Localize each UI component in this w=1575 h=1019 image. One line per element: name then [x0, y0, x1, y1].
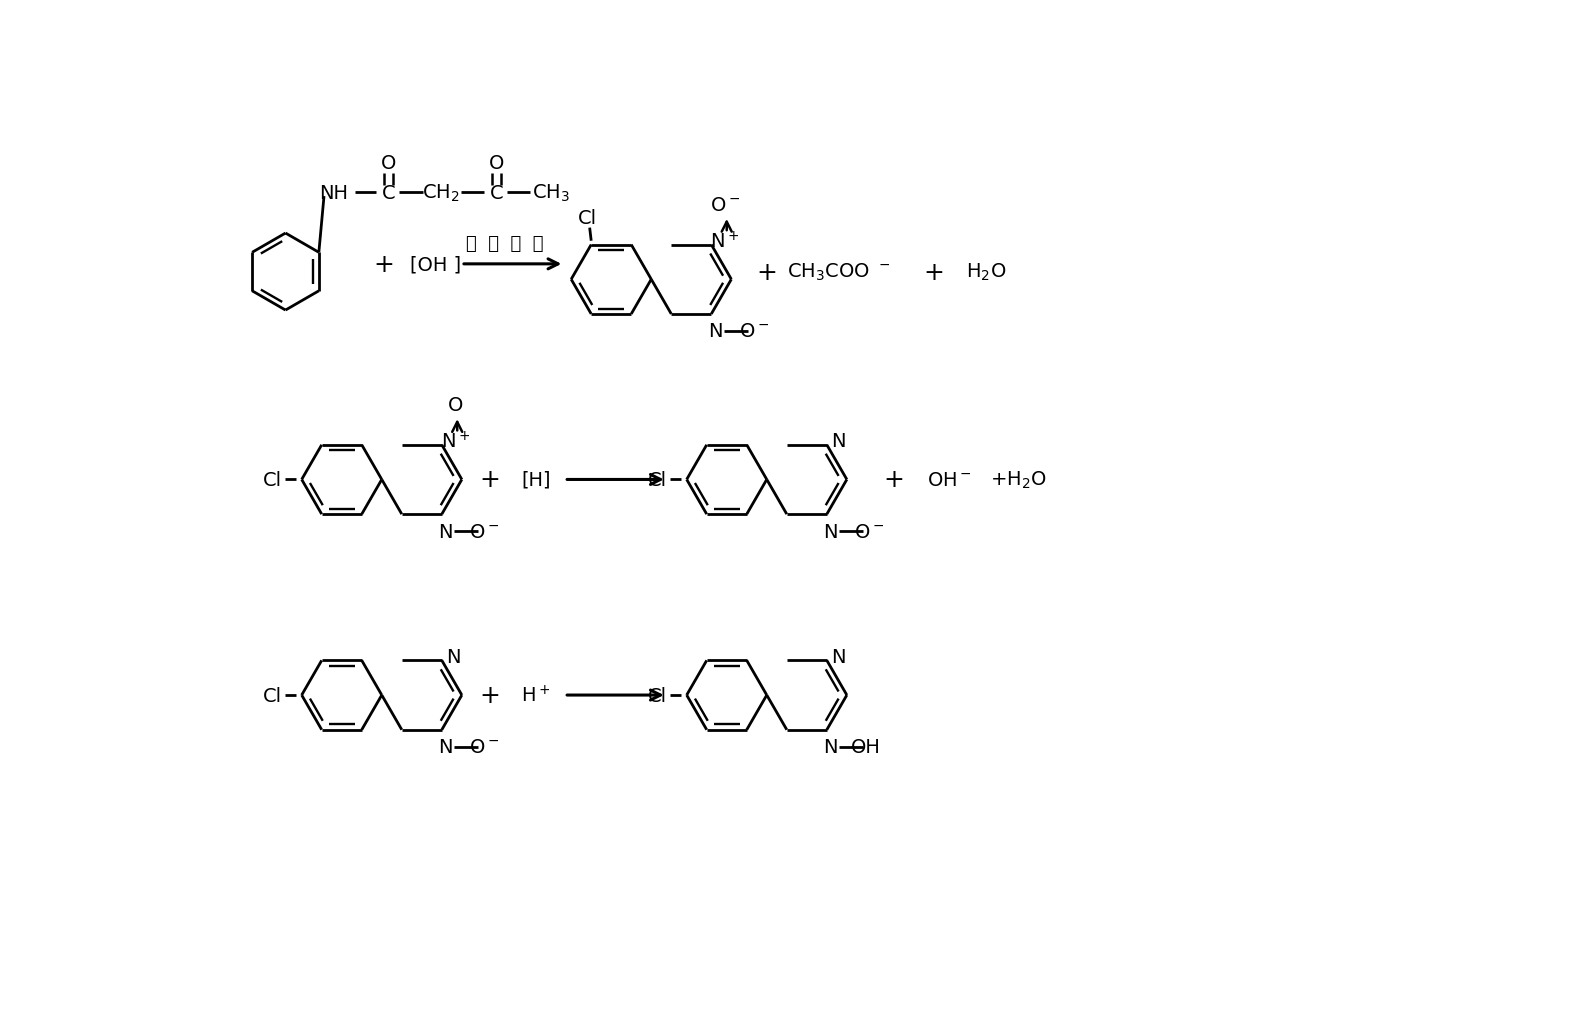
Text: +: + [923, 260, 945, 284]
Text: [H]: [H] [521, 471, 551, 489]
Text: +: + [479, 684, 499, 707]
Text: +H$_2$O: +H$_2$O [991, 470, 1047, 490]
Text: 有  机  溶  剂: 有 机 溶 剂 [466, 234, 543, 253]
Text: N: N [446, 647, 460, 666]
Text: O: O [488, 154, 504, 173]
Text: +: + [884, 468, 904, 492]
Text: Cl: Cl [263, 686, 282, 705]
Text: Cl: Cl [578, 209, 597, 228]
Text: H$^+$: H$^+$ [521, 685, 551, 706]
Text: NH: NH [318, 183, 348, 203]
Text: CH$_3$: CH$_3$ [532, 182, 570, 204]
Text: O: O [381, 154, 397, 173]
Text: N$^+$: N$^+$ [441, 431, 471, 452]
Text: N: N [824, 738, 838, 756]
Text: N$^+$: N$^+$ [710, 231, 740, 252]
Text: N: N [438, 738, 454, 756]
Text: O$^-$: O$^-$ [739, 322, 769, 341]
Text: H$_2$O: H$_2$O [965, 262, 1006, 283]
Text: CH$_3$COO $^-$: CH$_3$COO $^-$ [788, 262, 890, 283]
Text: N: N [832, 432, 846, 451]
Text: O: O [447, 395, 463, 415]
Text: CH$_2$: CH$_2$ [422, 182, 460, 204]
Text: N: N [824, 522, 838, 541]
Text: O$^-$: O$^-$ [854, 522, 884, 541]
Text: O$^-$: O$^-$ [469, 738, 499, 756]
Text: OH$^-$: OH$^-$ [926, 471, 972, 489]
Text: +: + [479, 468, 499, 492]
Text: Cl: Cl [647, 471, 666, 489]
Text: C: C [381, 183, 395, 203]
Text: +: + [373, 253, 394, 276]
Text: O$^-$: O$^-$ [469, 522, 499, 541]
Text: C: C [490, 183, 504, 203]
Text: +: + [756, 260, 776, 284]
Text: Cl: Cl [263, 471, 282, 489]
Text: N: N [438, 522, 454, 541]
Text: O$^-$: O$^-$ [710, 196, 740, 215]
Text: OH: OH [850, 738, 880, 756]
Text: Cl: Cl [647, 686, 666, 705]
Text: N: N [832, 647, 846, 666]
Text: [OH ]: [OH ] [410, 255, 461, 274]
Text: N: N [707, 322, 723, 341]
